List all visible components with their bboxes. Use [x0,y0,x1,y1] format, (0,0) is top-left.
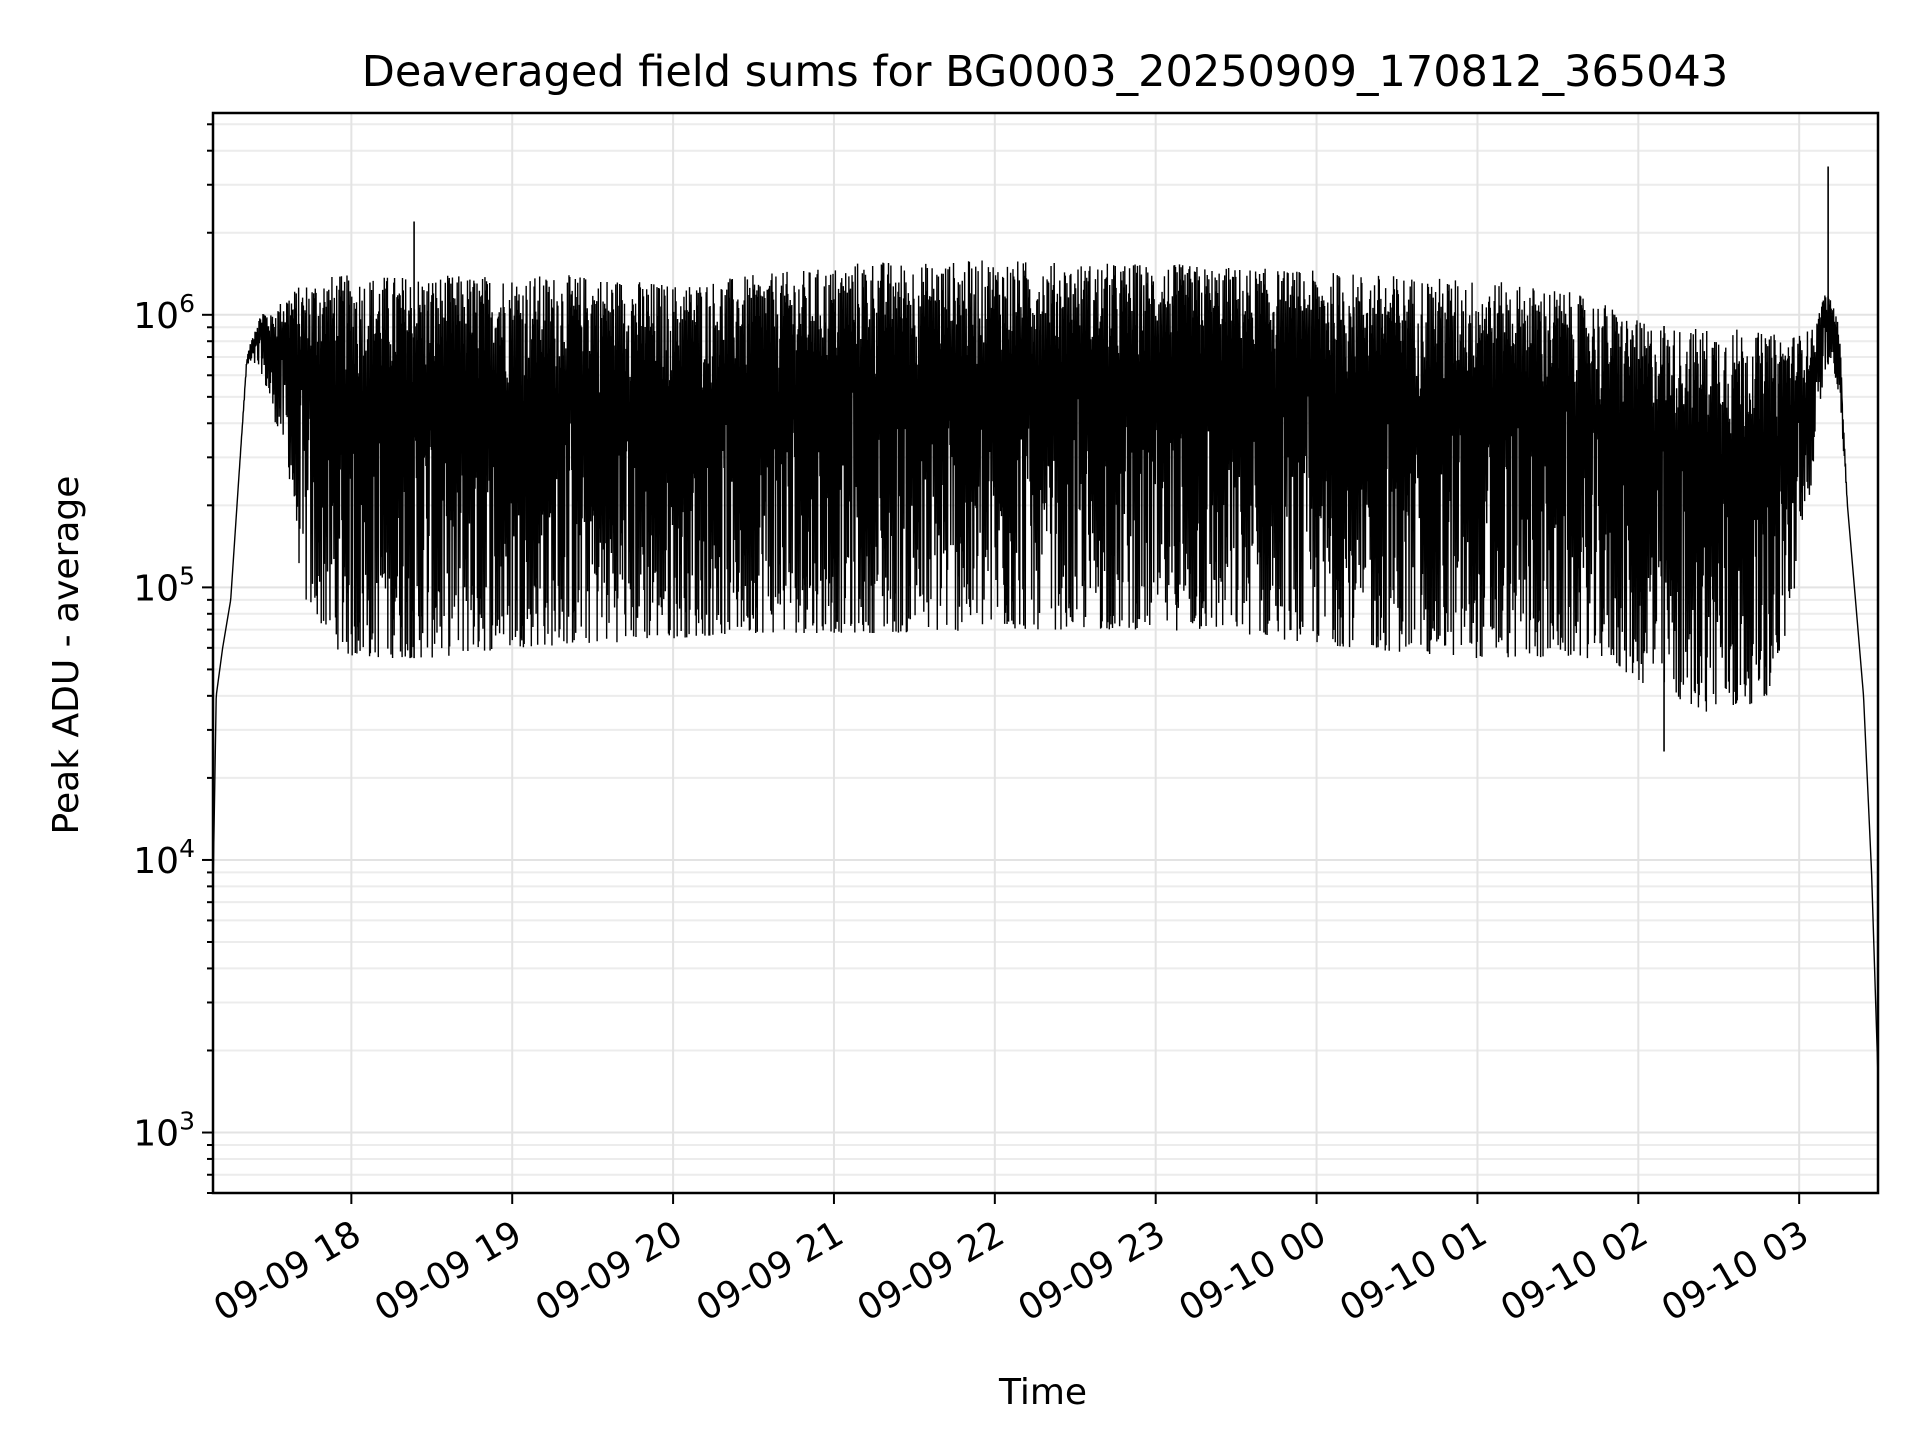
plot-area [212,166,1879,1077]
chart-title: Deaveraged field sums for BG0003_2025090… [362,47,1729,97]
y-axis-label: Peak ADU - average [46,476,87,835]
axes-frame [211,111,1880,1195]
y-tick-label: 103 [133,1107,195,1155]
y-tick-label: 104 [133,834,195,882]
y-tick-label: 105 [133,561,195,609]
x-axis-label: Time [998,1372,1087,1413]
series-line [212,260,1879,1077]
y-tick-label: 106 [133,289,195,337]
y-axis-ticks: 103 104 105 106 [133,123,213,1194]
